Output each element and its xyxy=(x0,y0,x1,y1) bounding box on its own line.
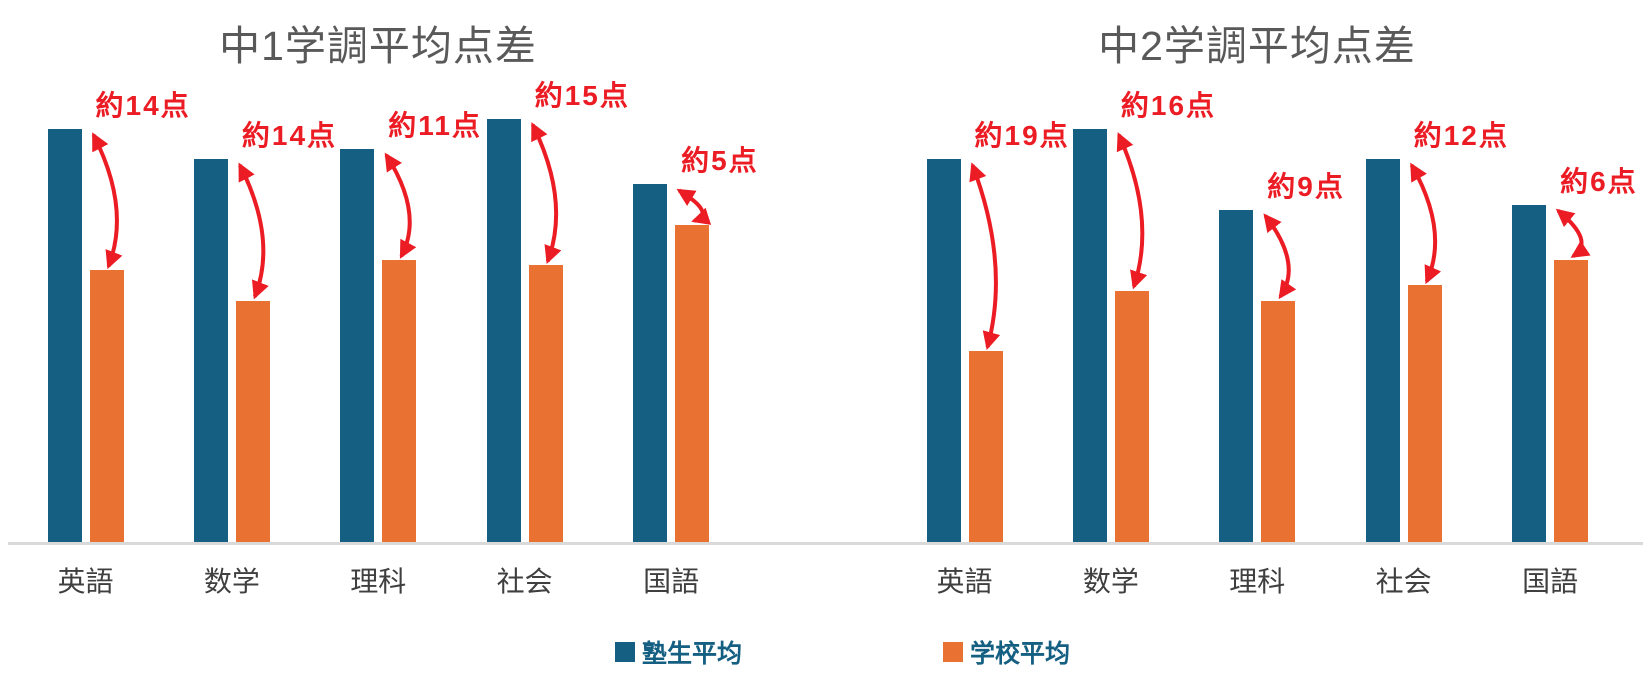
diff-arrow-英語 xyxy=(969,162,1001,350)
category-label-数学: 数学 xyxy=(203,567,260,598)
bar-塾生平均-社会 xyxy=(486,118,521,543)
bar-学校平均-英語 xyxy=(968,351,1003,543)
diff-arrow-数学 xyxy=(238,162,269,300)
category-label-理科: 理科 xyxy=(1229,567,1286,598)
chart-title-grade8: 中2学調平均点差 xyxy=(1098,23,1416,69)
legend-item-juku: 塾生平均 xyxy=(615,634,742,670)
bar-塾生平均-数学 xyxy=(1072,128,1107,543)
category-label-英語: 英語 xyxy=(936,567,993,598)
diff-label-国語: 約5点 xyxy=(681,145,759,177)
diff-label-理科: 約9点 xyxy=(1267,170,1345,202)
legend-item-school: 学校平均 xyxy=(943,634,1070,670)
legend-swatch-school-icon xyxy=(943,642,963,662)
diff-arrow-国語 xyxy=(1555,208,1591,258)
diff-arrow-社会 xyxy=(1409,162,1442,285)
bar-学校平均-英語 xyxy=(89,270,124,543)
chart-title-grade7: 中1学調平均点差 xyxy=(219,23,537,69)
diff-label-理科: 約11点 xyxy=(388,110,482,142)
diff-label-国語: 約6点 xyxy=(1560,165,1638,197)
legend-label-school: 学校平均 xyxy=(970,640,1071,668)
category-label-英語: 英語 xyxy=(57,567,114,598)
bar-学校平均-国語 xyxy=(1554,260,1589,543)
category-label-理科: 理科 xyxy=(350,567,407,598)
diff-label-英語: 約19点 xyxy=(974,120,1070,152)
bar-学校平均-数学 xyxy=(235,300,270,543)
bar-塾生平均-社会 xyxy=(1365,159,1400,543)
category-label-社会: 社会 xyxy=(1375,567,1432,598)
bar-塾生平均-数学 xyxy=(193,159,228,543)
diff-arrow-英語 xyxy=(91,132,123,270)
category-label-国語: 国語 xyxy=(643,567,700,598)
legend-swatch-juku-icon xyxy=(615,642,635,662)
bar-学校平均-社会 xyxy=(528,265,563,543)
diff-arrow-社会 xyxy=(530,122,562,265)
bar-塾生平均-理科 xyxy=(1219,209,1254,543)
bar-学校平均-理科 xyxy=(1261,300,1296,543)
diff-label-英語: 約14点 xyxy=(95,89,191,121)
category-label-国語: 国語 xyxy=(1522,567,1579,598)
bar-学校平均-社会 xyxy=(1407,285,1442,543)
diff-label-社会: 約15点 xyxy=(534,79,630,111)
bar-学校平均-理科 xyxy=(382,260,417,543)
diff-label-数学: 約16点 xyxy=(1120,89,1217,121)
diff-label-数学: 約14点 xyxy=(241,120,338,152)
x-axis-line xyxy=(8,542,1643,545)
diff-label-社会: 約12点 xyxy=(1413,120,1509,152)
diff-arrow-理科 xyxy=(1263,213,1297,300)
bar-塾生平均-英語 xyxy=(926,159,961,543)
diff-arrow-国語 xyxy=(676,188,712,225)
bar-塾生平均-国語 xyxy=(633,184,668,543)
bar-塾生平均-国語 xyxy=(1512,204,1547,543)
bar-学校平均-国語 xyxy=(675,224,710,543)
diff-arrow-理科 xyxy=(384,152,417,259)
bar-塾生平均-英語 xyxy=(47,128,82,543)
diff-arrow-数学 xyxy=(1116,132,1148,290)
category-label-数学: 数学 xyxy=(1082,567,1139,598)
category-label-社会: 社会 xyxy=(496,567,553,598)
bar-学校平均-数学 xyxy=(1114,290,1149,543)
legend-label-juku: 塾生平均 xyxy=(642,640,743,668)
bar-塾生平均-理科 xyxy=(340,149,375,543)
